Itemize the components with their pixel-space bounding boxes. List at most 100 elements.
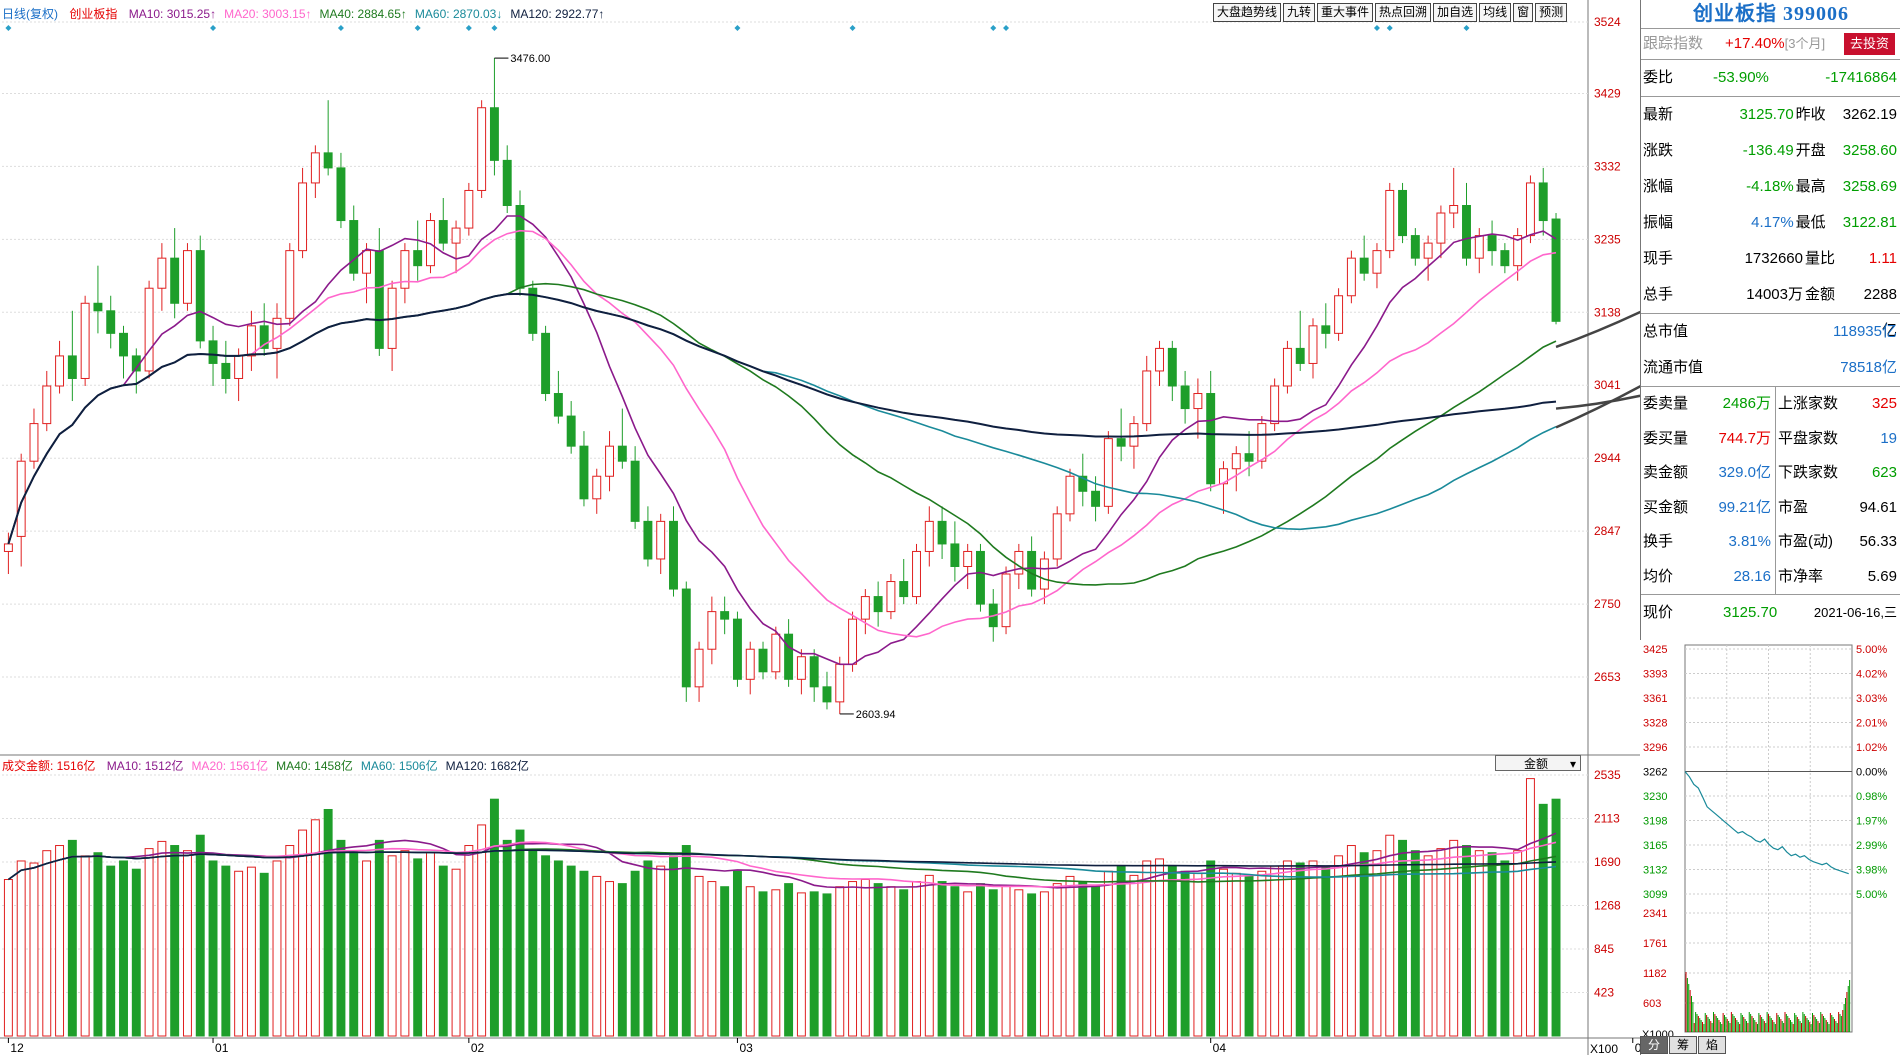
quote-row: 涨跌 -136.49 开盘 3258.60 [1641, 133, 1900, 169]
candle-body [323, 152, 333, 169]
candle-body [80, 302, 90, 379]
toolbar-button-2[interactable]: 重大事件 [1317, 3, 1374, 22]
volume-bar [899, 889, 909, 1037]
invest-button[interactable]: 去投资 [1843, 33, 1895, 55]
candle-body [1257, 423, 1267, 462]
toolbar-button-7[interactable]: 预测 [1535, 3, 1568, 22]
candle-body [451, 227, 461, 244]
volume-bar [489, 798, 499, 1037]
quote-value: -4.18% [1746, 178, 1794, 195]
volume-bar [1103, 870, 1113, 1037]
candle-body [1334, 295, 1344, 334]
event-marker-icon [414, 25, 421, 31]
intraday-tab-0[interactable]: 分 [1640, 1036, 1668, 1054]
stat-row: 换手 3.81% 市盈(动) 56.33 [1641, 525, 1900, 560]
candle-body [873, 596, 883, 613]
volume-bar [451, 868, 461, 1037]
volume-bar [873, 883, 883, 1037]
intraday-tabs: 分筹焰 [1640, 1036, 1900, 1054]
stat-label: 下跌家数 [1775, 456, 1848, 491]
candle-body [413, 250, 423, 267]
candle-body [67, 355, 77, 379]
candle-body [1244, 453, 1254, 462]
candle-body [656, 520, 666, 560]
candle-body [758, 648, 768, 673]
event-marker-icon [849, 25, 856, 31]
volume-bar [528, 850, 538, 1037]
stat-label: 委卖量 [1643, 395, 1689, 412]
ma-legend-4: MA120: 2922.77↑ [510, 7, 605, 21]
quote-label: 开盘 [1795, 142, 1826, 159]
toolbar-button-6[interactable]: 窗 [1513, 3, 1534, 22]
period-label[interactable]: 日线(复权) [2, 7, 58, 21]
volume-bar [362, 860, 371, 1037]
candle-body [1142, 370, 1152, 425]
stat-label: 市净率 [1775, 559, 1848, 594]
volume-bar [55, 845, 65, 1037]
candle-body [1014, 550, 1024, 575]
volume-bar [1487, 852, 1497, 1037]
candle-body [55, 355, 65, 387]
stat-value: 99.21亿 [1718, 498, 1771, 516]
volume-bar [16, 860, 26, 1037]
quote-label: 现手 [1643, 250, 1674, 267]
volume-bar [796, 892, 806, 1037]
intraday-pct-label: 5.00% [1856, 644, 1887, 656]
stat-value: 28.16 [1733, 567, 1771, 585]
toolbar-button-4[interactable]: 加自选 [1433, 3, 1478, 22]
quote-row: 涨幅 -4.18% 最高 3258.69 [1641, 169, 1900, 205]
volume-bar [1180, 870, 1190, 1037]
toolbar-button-0[interactable]: 大盘趋势线 [1213, 3, 1282, 22]
intraday-price-label: 3361 [1643, 693, 1667, 705]
price-tick-label: 2944 [1594, 451, 1621, 465]
volume-tick-label: 1690 [1594, 855, 1621, 869]
candle-body [1423, 242, 1433, 259]
candle-body [1065, 475, 1075, 515]
candle-body [157, 257, 167, 289]
volume-bar [1142, 860, 1152, 1037]
candle-body [912, 550, 921, 598]
intraday-tab-1[interactable]: 筹 [1669, 1036, 1697, 1054]
volume-bar [1525, 778, 1535, 1037]
volume-bar [924, 874, 934, 1037]
toolbar-button-3[interactable]: 热点回溯 [1375, 3, 1432, 22]
intraday-vol-unit: X1000 [1642, 1029, 1674, 1040]
volume-bar [1257, 870, 1267, 1037]
candle-body [1436, 212, 1446, 244]
amount-dropdown[interactable]: 金额 ▾ [1495, 755, 1581, 771]
candle-body [195, 250, 205, 342]
candle-body [809, 656, 819, 688]
quote-row: 总手 14003万 金额 2288亿 [1641, 277, 1900, 339]
quote-value: 3258.69 [1842, 178, 1897, 195]
toolbar-button-1[interactable]: 九转 [1283, 3, 1316, 22]
price-tick-label: 3524 [1594, 15, 1621, 29]
quote-value: 3262.19 [1842, 106, 1897, 123]
volume-bar [1091, 886, 1101, 1037]
candle-body [579, 445, 589, 500]
candle-body [694, 648, 704, 688]
volume-legend: 成交金额: 1516亿 MA10: 1512亿 MA20: 1561亿 MA40: … [2, 757, 545, 774]
stat-value: 94.61 [1859, 498, 1897, 516]
ma-legend-1: MA20: 3003.15↑ [224, 7, 312, 21]
intraday-pct-label: 1.97% [1856, 816, 1887, 828]
event-marker-icon [1386, 25, 1393, 31]
candle-body [1027, 550, 1037, 590]
quote-value: 1732660 [1744, 250, 1803, 267]
main-chart[interactable]: 3524 3429 3332 3235 3138 3041 2944 2847 2750 2653… [0, 0, 1640, 1055]
track-period: [3个月] [1784, 36, 1826, 51]
candle-body [835, 663, 845, 703]
volume-bar [119, 860, 128, 1037]
stat-label: 市盈(动) [1775, 525, 1848, 560]
candle-body [170, 257, 180, 304]
event-marker-icon [210, 25, 217, 31]
candle-body [1052, 513, 1062, 560]
candle-body [617, 445, 627, 462]
toolbar-button-5[interactable]: 均线 [1479, 3, 1512, 22]
volume-bar [975, 883, 985, 1037]
volume-amount-label: 成交金额: 1516亿 [2, 759, 96, 773]
candle-body [963, 550, 973, 567]
quote-value: -136.49 [1742, 142, 1794, 159]
intraday-price-label: 3099 [1643, 889, 1667, 901]
intraday-chart[interactable]: 3425 5.00% 3393 4.02% 3361 3.03% 3328 2.01% 3296… [1640, 640, 1900, 1040]
intraday-tab-2[interactable]: 焰 [1698, 1036, 1726, 1054]
